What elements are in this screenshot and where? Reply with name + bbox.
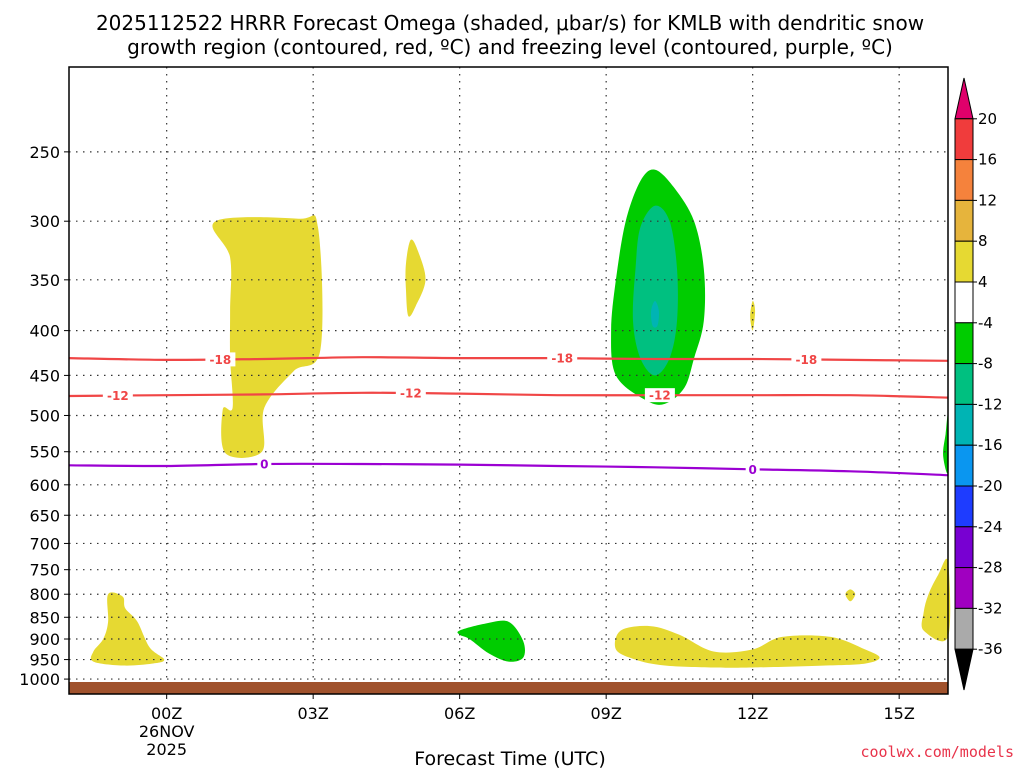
y-tick-label: 800 bbox=[29, 585, 60, 604]
omega-region-5 bbox=[614, 625, 880, 668]
colorbar-label: -36 bbox=[978, 640, 1003, 658]
contour-label: -18 bbox=[796, 353, 818, 367]
y-tick-label: 400 bbox=[29, 322, 60, 341]
y-tick-label: 250 bbox=[29, 143, 60, 162]
y-tick-label: 1000 bbox=[19, 670, 60, 689]
y-tick-label: 850 bbox=[29, 608, 60, 627]
contour-layer: -18 -18 -18 -12 -12 -12 0 0 bbox=[68, 351, 949, 477]
contour-label-bg bbox=[395, 386, 426, 401]
y-tick-label: 300 bbox=[29, 212, 60, 231]
y-tick-label: 650 bbox=[29, 506, 60, 525]
omega-region-1 bbox=[405, 239, 426, 317]
plot-background bbox=[69, 67, 948, 694]
colorbar-arrow-top bbox=[954, 77, 974, 120]
contour-label-bg bbox=[547, 351, 578, 366]
plot-frame bbox=[68, 66, 949, 695]
x-tick-label: 06Z bbox=[444, 704, 475, 723]
colorbar-bin bbox=[954, 444, 974, 487]
colorbar-bin bbox=[954, 281, 974, 324]
colorbar-bin bbox=[954, 526, 974, 569]
y-tick-label: 750 bbox=[29, 561, 60, 580]
x-tick-label: 12Z bbox=[737, 704, 768, 723]
colorbar-label: -12 bbox=[978, 395, 1003, 413]
contour-label: 0 bbox=[260, 457, 268, 471]
contour-label-bg bbox=[205, 352, 236, 367]
colorbar-bin bbox=[954, 199, 974, 242]
omega-region-3 bbox=[750, 300, 756, 331]
colorbar-label: -4 bbox=[978, 314, 993, 332]
x-tick-label: 03Z bbox=[298, 704, 329, 723]
contour-line bbox=[68, 462, 949, 477]
contour-line bbox=[68, 391, 949, 399]
x-tick-label: 15Z bbox=[884, 704, 915, 723]
chart-title-line-1: 2025112522 HRRR Forecast Omega (shaded, … bbox=[96, 11, 924, 35]
colorbar-label: -20 bbox=[978, 477, 1003, 495]
y-tick-label: 600 bbox=[29, 476, 60, 495]
colorbar-bin bbox=[954, 322, 974, 365]
colorbar: 20 16 12 8 4 -4 -8 -12 -16 -20 -24 -28 -32 -36 bbox=[954, 77, 1003, 691]
colorbar-label: -32 bbox=[978, 599, 1003, 617]
contour-label: -18 bbox=[551, 352, 573, 366]
chart-title-line-2: growth region (contoured, red, ºC) and f… bbox=[127, 35, 893, 59]
omega-region-10 bbox=[632, 205, 678, 376]
contour-label-bg bbox=[102, 388, 133, 403]
contour-label-bg bbox=[257, 456, 272, 471]
x-tick-label: 09Z bbox=[591, 704, 622, 723]
colorbar-bin bbox=[954, 240, 974, 283]
colorbar-bin bbox=[954, 118, 974, 161]
y-tick-label: 900 bbox=[29, 630, 60, 649]
colorbar-label: 4 bbox=[978, 273, 988, 291]
colorbar-label: -16 bbox=[978, 436, 1003, 454]
colorbar-label: -24 bbox=[978, 518, 1003, 536]
colorbar-bin bbox=[954, 363, 974, 405]
colorbar-label: -8 bbox=[978, 355, 993, 373]
credit-link[interactable]: coolwx.com/models bbox=[860, 743, 1014, 761]
y-tick-label: 700 bbox=[29, 534, 60, 553]
contour-label-bg bbox=[791, 352, 822, 367]
y-tick-label: 550 bbox=[29, 443, 60, 462]
colorbar-label: 8 bbox=[978, 232, 988, 250]
y-axis: 250 300 350 400 450 500 550 600 650 700 750 800 850 9… bbox=[19, 143, 69, 689]
contour-label-bg bbox=[644, 388, 675, 403]
colorbar-bin bbox=[954, 485, 974, 528]
contour-label: -18 bbox=[210, 353, 232, 367]
contour-label: -12 bbox=[400, 387, 422, 401]
colorbar-label: -28 bbox=[978, 559, 1003, 577]
omega-shading-layer bbox=[90, 169, 951, 668]
colorbar-bin bbox=[954, 567, 974, 609]
omega-region-8 bbox=[943, 414, 949, 474]
colorbar-arrow-bottom bbox=[954, 648, 974, 691]
x-tick-label: 00Z bbox=[151, 704, 182, 723]
ground-bar bbox=[69, 682, 948, 694]
omega-region-6 bbox=[921, 558, 951, 642]
x-axis-label: Forecast Time (UTC) bbox=[414, 748, 605, 768]
colorbar-bin bbox=[954, 159, 974, 201]
omega-region-2 bbox=[845, 589, 856, 602]
colorbar-label: 20 bbox=[978, 110, 997, 128]
y-tick-label: 950 bbox=[29, 651, 60, 670]
colorbar-bin bbox=[954, 607, 974, 650]
colorbar-bin bbox=[954, 403, 974, 446]
contour-label-bg bbox=[745, 462, 760, 477]
contour-label: 0 bbox=[748, 463, 756, 477]
colorbar-label: 12 bbox=[978, 191, 997, 209]
y-tick-label: 350 bbox=[29, 271, 60, 290]
x-tick-sublabel: 26NOV bbox=[139, 722, 195, 741]
contour-label: -12 bbox=[107, 389, 129, 403]
omega-region-4 bbox=[90, 592, 165, 666]
y-tick-label: 500 bbox=[29, 406, 60, 425]
omega-region-7 bbox=[457, 620, 525, 662]
x-tick-sublabel: 2025 bbox=[146, 740, 187, 759]
plot-area: -18 -18 -18 -12 -12 -12 0 0 bbox=[68, 66, 951, 695]
colorbar-label: 16 bbox=[978, 151, 997, 169]
y-tick-label: 450 bbox=[29, 366, 60, 385]
omega-region-11 bbox=[650, 301, 660, 328]
contour-label: -12 bbox=[649, 389, 671, 403]
omega-region-0 bbox=[212, 215, 323, 458]
